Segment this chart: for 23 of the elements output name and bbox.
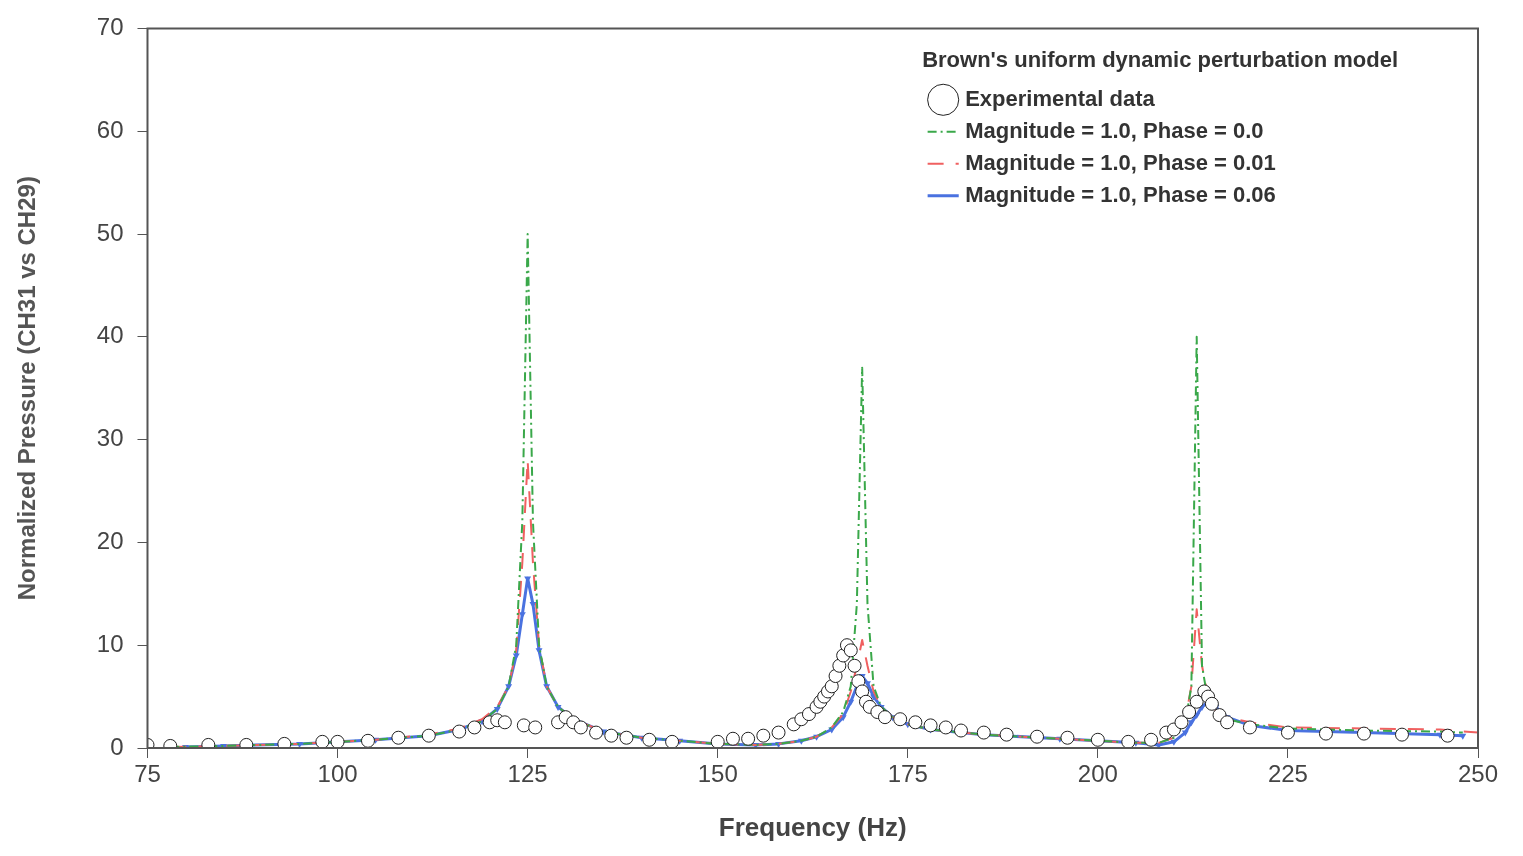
x-tick-label: 200 xyxy=(1077,760,1118,788)
x-tick-label: 150 xyxy=(697,760,738,788)
legend-label: Experimental data xyxy=(965,85,1156,111)
y-tick-label: 30 xyxy=(96,424,124,452)
y-tick-label: 70 xyxy=(96,13,124,41)
x-axis-title: Frequency (Hz) xyxy=(718,811,907,842)
x-tick-label: 225 xyxy=(1267,760,1308,788)
legend-label: Magnitude = 1.0, Phase = 0.06 xyxy=(965,181,1276,207)
legend-label: Magnitude = 1.0, Phase = 0.0 xyxy=(965,117,1264,143)
x-tick-label: 175 xyxy=(887,760,928,788)
x-tick-label: 125 xyxy=(507,760,548,788)
x-tick-label: 100 xyxy=(317,760,358,788)
y-axis-title: Normalized Pressure (CH31 vs CH29) xyxy=(13,176,41,601)
legend-title: Brown's uniform dynamic perturbation model xyxy=(922,47,1398,73)
legend-label: Magnitude = 1.0, Phase = 0.01 xyxy=(965,149,1276,175)
x-tick-label: 75 xyxy=(134,760,161,788)
y-tick-label: 20 xyxy=(96,527,124,555)
y-tick-label: 40 xyxy=(96,321,124,349)
y-tick-label: 10 xyxy=(96,629,124,657)
x-tick-label: 250 xyxy=(1457,760,1499,788)
y-tick-label: 0 xyxy=(110,732,124,760)
y-tick-label: 60 xyxy=(96,115,124,143)
y-tick-label: 50 xyxy=(96,218,124,246)
